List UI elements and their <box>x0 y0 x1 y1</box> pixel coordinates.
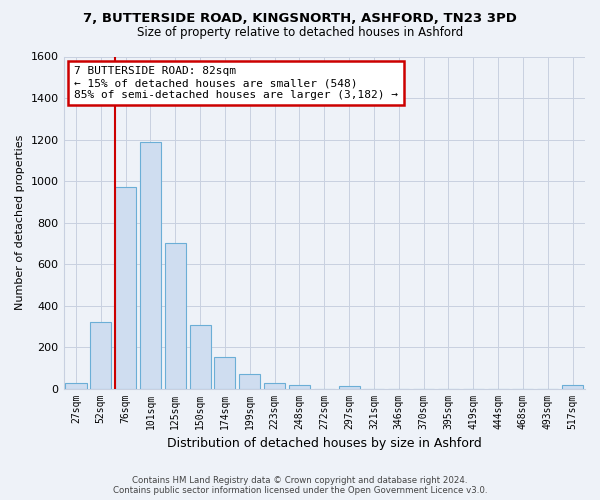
Bar <box>264 384 285 388</box>
Bar <box>289 386 310 388</box>
Text: 7 BUTTERSIDE ROAD: 82sqm
← 15% of detached houses are smaller (548)
85% of semi-: 7 BUTTERSIDE ROAD: 82sqm ← 15% of detach… <box>74 66 398 100</box>
Bar <box>165 244 186 388</box>
X-axis label: Distribution of detached houses by size in Ashford: Distribution of detached houses by size … <box>167 437 482 450</box>
Bar <box>338 386 359 388</box>
Text: Contains HM Land Registry data © Crown copyright and database right 2024.
Contai: Contains HM Land Registry data © Crown c… <box>113 476 487 495</box>
Bar <box>562 386 583 388</box>
Bar <box>90 322 112 388</box>
Bar <box>65 384 86 388</box>
Bar <box>190 326 211 388</box>
Bar <box>214 358 235 388</box>
Y-axis label: Number of detached properties: Number of detached properties <box>15 135 25 310</box>
Bar <box>115 187 136 388</box>
Text: Size of property relative to detached houses in Ashford: Size of property relative to detached ho… <box>137 26 463 39</box>
Bar <box>239 374 260 388</box>
Bar <box>140 142 161 388</box>
Text: 7, BUTTERSIDE ROAD, KINGSNORTH, ASHFORD, TN23 3PD: 7, BUTTERSIDE ROAD, KINGSNORTH, ASHFORD,… <box>83 12 517 26</box>
